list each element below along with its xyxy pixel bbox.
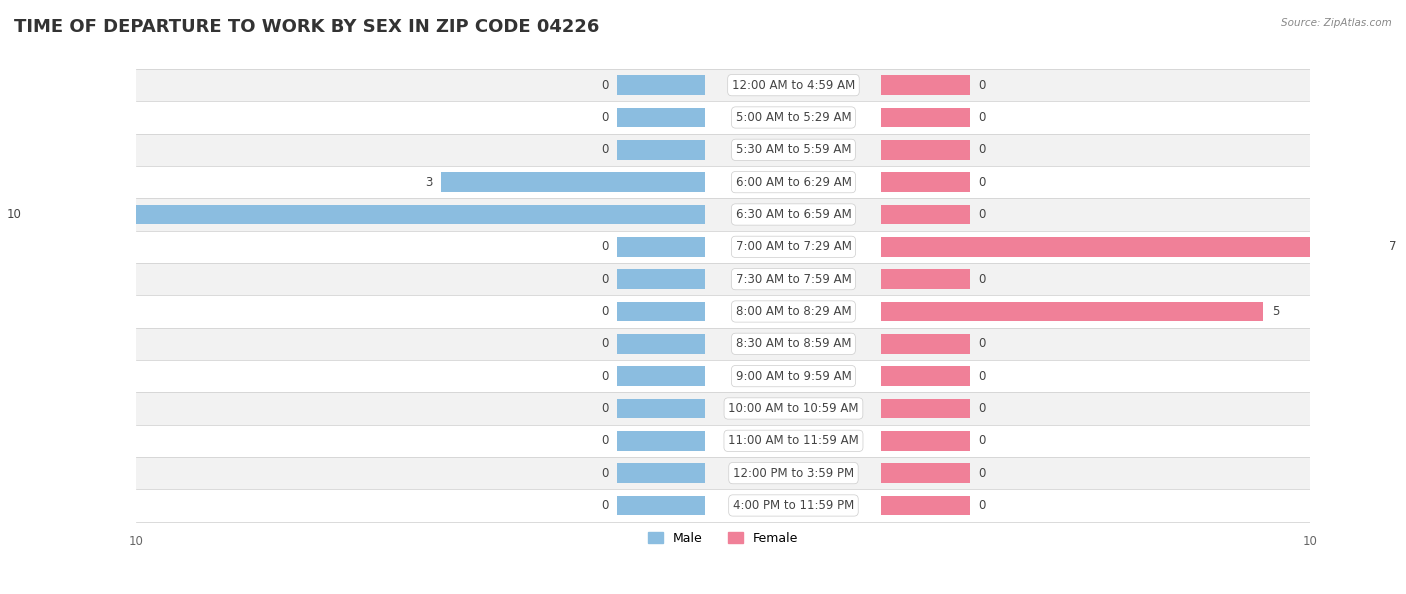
Text: 0: 0 <box>979 176 986 189</box>
Text: 0: 0 <box>602 369 609 383</box>
Text: 0: 0 <box>602 78 609 91</box>
Text: 11:00 AM to 11:59 AM: 11:00 AM to 11:59 AM <box>728 434 859 447</box>
Bar <box>136 489 1310 522</box>
Text: 6:00 AM to 6:29 AM: 6:00 AM to 6:29 AM <box>735 176 852 189</box>
Bar <box>136 425 1310 457</box>
Bar <box>136 134 1310 166</box>
Text: 0: 0 <box>979 434 986 447</box>
Bar <box>617 270 706 289</box>
Bar <box>882 205 970 224</box>
Text: 9:00 AM to 9:59 AM: 9:00 AM to 9:59 AM <box>735 369 852 383</box>
Bar <box>617 399 706 418</box>
Text: 4:00 PM to 11:59 PM: 4:00 PM to 11:59 PM <box>733 499 853 512</box>
Text: 8:30 AM to 8:59 AM: 8:30 AM to 8:59 AM <box>735 337 851 350</box>
Bar <box>617 366 706 386</box>
Text: 10:00 AM to 10:59 AM: 10:00 AM to 10:59 AM <box>728 402 859 415</box>
Bar <box>617 302 706 321</box>
Bar <box>882 237 1381 257</box>
Text: Source: ZipAtlas.com: Source: ZipAtlas.com <box>1281 18 1392 28</box>
Bar <box>882 302 1263 321</box>
Bar <box>31 205 706 224</box>
Text: 0: 0 <box>602 273 609 286</box>
Text: 0: 0 <box>979 499 986 512</box>
Bar <box>136 263 1310 295</box>
Bar <box>136 230 1310 263</box>
Bar <box>617 140 706 160</box>
Bar <box>136 457 1310 489</box>
Text: 0: 0 <box>979 273 986 286</box>
Bar <box>136 328 1310 360</box>
Text: 7:00 AM to 7:29 AM: 7:00 AM to 7:29 AM <box>735 241 852 253</box>
Bar <box>136 166 1310 198</box>
Text: 6:30 AM to 6:59 AM: 6:30 AM to 6:59 AM <box>735 208 852 221</box>
Text: 10: 10 <box>7 208 21 221</box>
Bar <box>882 463 970 483</box>
Text: 5: 5 <box>1272 305 1279 318</box>
Bar <box>617 431 706 450</box>
Text: 0: 0 <box>979 467 986 479</box>
Bar <box>882 172 970 192</box>
Text: 0: 0 <box>979 402 986 415</box>
Bar <box>136 69 1310 102</box>
Text: 0: 0 <box>979 337 986 350</box>
Legend: Male, Female: Male, Female <box>643 527 803 550</box>
Text: 5:00 AM to 5:29 AM: 5:00 AM to 5:29 AM <box>735 111 851 124</box>
Text: 0: 0 <box>602 499 609 512</box>
Bar <box>882 496 970 515</box>
Bar <box>882 140 970 160</box>
Bar <box>617 334 706 353</box>
Bar <box>617 496 706 515</box>
Text: 7: 7 <box>1389 241 1396 253</box>
Text: 0: 0 <box>602 143 609 156</box>
Bar <box>882 431 970 450</box>
Text: 0: 0 <box>979 78 986 91</box>
Bar <box>136 295 1310 328</box>
Text: 0: 0 <box>979 369 986 383</box>
Text: 0: 0 <box>979 111 986 124</box>
Text: 0: 0 <box>602 241 609 253</box>
Bar <box>136 392 1310 425</box>
Bar <box>882 366 970 386</box>
Text: 0: 0 <box>979 143 986 156</box>
Bar <box>882 270 970 289</box>
Text: 0: 0 <box>602 305 609 318</box>
Bar <box>882 108 970 127</box>
Text: 0: 0 <box>602 434 609 447</box>
Bar <box>617 237 706 257</box>
Text: 0: 0 <box>602 467 609 479</box>
Bar <box>136 198 1310 230</box>
Text: 0: 0 <box>602 111 609 124</box>
Text: 0: 0 <box>979 208 986 221</box>
Text: 3: 3 <box>425 176 433 189</box>
Text: TIME OF DEPARTURE TO WORK BY SEX IN ZIP CODE 04226: TIME OF DEPARTURE TO WORK BY SEX IN ZIP … <box>14 18 599 36</box>
Text: 5:30 AM to 5:59 AM: 5:30 AM to 5:59 AM <box>735 143 851 156</box>
Bar <box>882 334 970 353</box>
Bar <box>136 102 1310 134</box>
Bar <box>882 399 970 418</box>
Bar <box>136 360 1310 392</box>
Bar <box>617 75 706 95</box>
Text: 12:00 PM to 3:59 PM: 12:00 PM to 3:59 PM <box>733 467 853 479</box>
Text: 8:00 AM to 8:29 AM: 8:00 AM to 8:29 AM <box>735 305 851 318</box>
Bar <box>882 75 970 95</box>
Text: 0: 0 <box>602 402 609 415</box>
Bar <box>617 108 706 127</box>
Bar <box>441 172 706 192</box>
Text: 7:30 AM to 7:59 AM: 7:30 AM to 7:59 AM <box>735 273 852 286</box>
Text: 0: 0 <box>602 337 609 350</box>
Text: 12:00 AM to 4:59 AM: 12:00 AM to 4:59 AM <box>733 78 855 91</box>
Bar <box>617 463 706 483</box>
